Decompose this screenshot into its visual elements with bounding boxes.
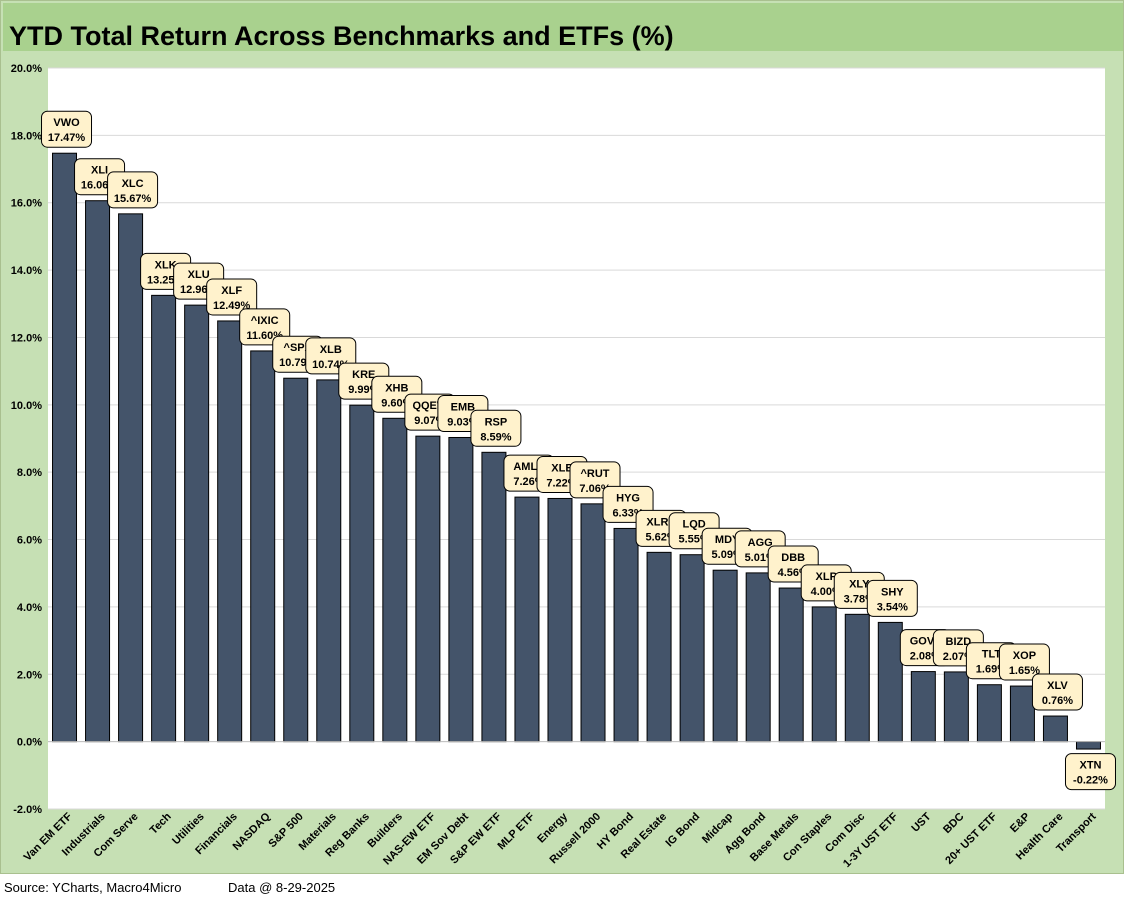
data-label-ticker: XLE	[551, 462, 572, 474]
data-label-ticker: BIZD	[946, 636, 972, 648]
bar	[811, 606, 837, 743]
bar	[283, 377, 309, 743]
data-label-value: 17.47%	[48, 132, 86, 144]
y-tick-label: 8.0%	[17, 467, 42, 479]
data-label-ticker: DBB	[781, 552, 805, 564]
bar	[349, 404, 375, 743]
data-label-box	[107, 171, 159, 209]
y-tick-label: -2.0%	[13, 804, 42, 816]
y-tick-label: 20.0%	[11, 63, 42, 75]
x-tick-label: UST	[909, 810, 933, 834]
data-label-box	[866, 579, 918, 617]
data-label-ticker: XLV	[1047, 680, 1068, 692]
bar	[679, 554, 705, 743]
bar	[448, 436, 474, 743]
bar	[547, 497, 573, 743]
data-label-ticker: XTN	[1079, 760, 1101, 772]
data-label-box	[41, 110, 93, 148]
as-of-date: Data @ 8-29-2025	[228, 880, 336, 895]
bar	[151, 294, 177, 743]
bar	[52, 152, 78, 743]
y-tick-label: 4.0%	[17, 602, 42, 614]
bar	[184, 304, 210, 743]
bar	[613, 527, 639, 743]
data-label-ticker: VWO	[53, 117, 80, 129]
y-tick-label: 6.0%	[17, 535, 42, 547]
data-label-ticker: XLP	[816, 571, 837, 583]
bar	[382, 417, 408, 743]
title-bar: YTD Total Return Across Benchmarks and E…	[3, 3, 1123, 51]
y-tick-label: 18.0%	[11, 130, 42, 142]
chart-title: YTD Total Return Across Benchmarks and E…	[9, 21, 674, 51]
bar	[85, 200, 111, 743]
bar	[877, 621, 903, 743]
bar	[580, 503, 606, 743]
data-label-ticker: TLT	[982, 649, 1002, 661]
data-label-ticker: XLU	[188, 269, 210, 281]
data-label-value: 8.59%	[480, 431, 511, 443]
data-label-ticker: ^IXIC	[251, 315, 279, 327]
data-label-ticker: RSP	[485, 416, 508, 428]
data-label-ticker: XLB	[320, 344, 342, 356]
data-label-ticker: MDY	[715, 534, 740, 546]
data-label-ticker: KRE	[352, 369, 375, 381]
data-label-box	[1031, 673, 1083, 711]
data-label-ticker: XLI	[91, 165, 108, 177]
bar	[1009, 685, 1035, 743]
bar	[646, 551, 672, 743]
x-tick-label: MLP ETF	[495, 810, 537, 852]
data-label-ticker: SHY	[881, 586, 904, 598]
data-label-box	[1064, 753, 1116, 791]
bar	[745, 572, 771, 743]
data-label-ticker: XHB	[385, 382, 408, 394]
y-tick-label: 16.0%	[11, 198, 42, 210]
bar	[943, 671, 969, 743]
bar	[844, 613, 870, 743]
bar	[1075, 741, 1101, 750]
data-label-ticker: XOP	[1013, 650, 1036, 662]
bar	[778, 587, 804, 743]
data-label-ticker: XLF	[221, 285, 242, 297]
bar	[415, 435, 441, 743]
data-label-box	[998, 643, 1050, 681]
data-label-value: 12.49%	[213, 300, 251, 312]
y-tick-label: 2.0%	[17, 669, 42, 681]
x-tick-label: IG Bond	[663, 811, 702, 850]
bar	[250, 350, 276, 743]
x-tick-label: Tech	[148, 810, 174, 836]
bar	[514, 496, 540, 743]
data-label-ticker: XLRE	[646, 516, 675, 528]
data-label-value: 3.54%	[877, 601, 908, 613]
data-label-ticker: XLC	[122, 178, 144, 190]
y-tick-label: 10.0%	[11, 400, 42, 412]
data-label-box	[206, 278, 258, 316]
data-label-ticker: XLK	[155, 259, 177, 271]
data-label-value: -0.22%	[1073, 775, 1108, 787]
x-tick-label: BDC	[941, 811, 966, 836]
source-note: Source: YCharts, Macro4Micro	[4, 880, 182, 895]
bar	[481, 451, 507, 743]
data-label-ticker: AGG	[748, 537, 773, 549]
bar	[1042, 715, 1068, 743]
data-label-value: 0.76%	[1042, 695, 1073, 707]
y-tick-label: 0.0%	[17, 737, 42, 749]
data-label-ticker: ^RUT	[581, 468, 610, 480]
data-label-value: 15.67%	[114, 193, 152, 205]
data-label-ticker: LQD	[682, 519, 705, 531]
bar	[910, 671, 936, 743]
x-tick-label: E&P	[1008, 811, 1032, 835]
data-label-value: 1.65%	[1009, 665, 1040, 677]
data-label-ticker: EMB	[451, 401, 476, 413]
bar	[217, 320, 243, 743]
bar	[976, 684, 1002, 743]
bar	[118, 213, 144, 743]
y-tick-label: 12.0%	[11, 332, 42, 344]
data-label-box	[470, 409, 522, 447]
data-label-ticker: XLY	[849, 578, 870, 590]
bar	[316, 379, 342, 743]
bar	[712, 569, 738, 743]
y-tick-label: 14.0%	[11, 265, 42, 277]
data-label-ticker: HYG	[616, 492, 640, 504]
